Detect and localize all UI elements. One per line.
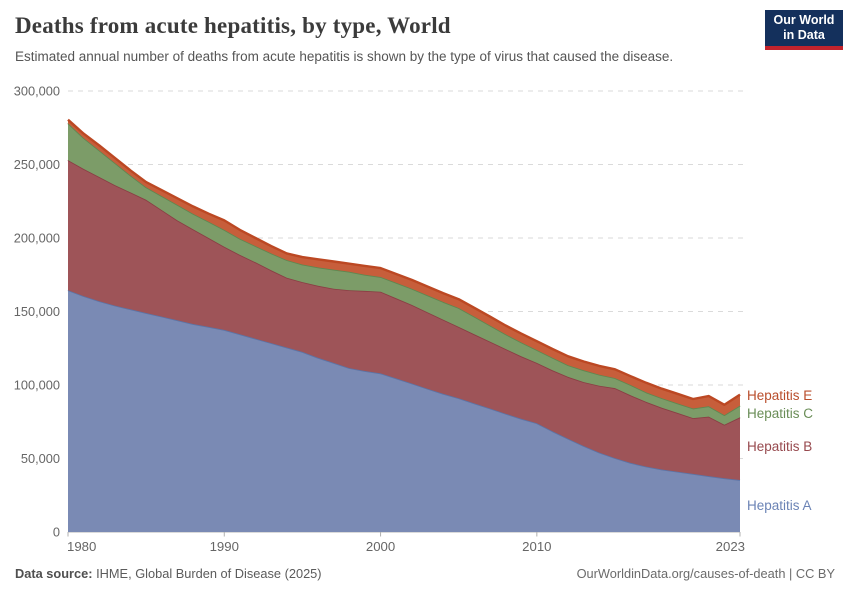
owid-logo[interactable]: Our World in Data: [765, 10, 843, 50]
y-tick-label: 150,000: [14, 304, 60, 319]
owid-url-link[interactable]: OurWorldinData.org/causes-of-death: [576, 566, 786, 581]
page-subtitle: Estimated annual number of deaths from a…: [15, 49, 674, 64]
x-tick-label: 2023: [716, 539, 745, 554]
x-tick-label: 1980: [67, 539, 96, 554]
y-tick-label: 0: [53, 525, 60, 540]
legend-label-hepatitis-c[interactable]: Hepatitis C: [747, 406, 814, 421]
series-line-hepatitis-e: [67, 118, 741, 406]
chart-footer: Data source: IHME, Global Burden of Dise…: [15, 566, 835, 581]
chart-header: Deaths from acute hepatitis, by type, Wo…: [15, 12, 835, 65]
x-tick-label: 2000: [366, 539, 395, 554]
series-line-hepatitis-b: [67, 159, 741, 426]
y-tick-label: 50,000: [21, 451, 60, 466]
footer-links: OurWorldinData.org/causes-of-death | CC …: [577, 566, 835, 581]
y-tick-label: 200,000: [14, 231, 60, 246]
data-source-note: Data source: IHME, Global Burden of Dise…: [15, 566, 322, 581]
data-source-label: Data source:: [15, 566, 93, 581]
area-hepatitis-a[interactable]: [68, 290, 740, 532]
data-source-text: IHME, Global Burden of Disease (2025): [92, 566, 322, 581]
y-tick-label: 250,000: [14, 157, 60, 172]
area-hepatitis-b[interactable]: [68, 160, 740, 480]
x-tick-label: 2010: [522, 539, 551, 554]
owid-logo-line1: Our World: [773, 13, 835, 27]
legend-label-hepatitis-a[interactable]: Hepatitis A: [747, 498, 812, 513]
license-link[interactable]: CC BY: [795, 566, 835, 581]
y-tick-label: 300,000: [14, 84, 60, 99]
footer-separator: |: [785, 566, 796, 581]
x-tick-label: 1990: [210, 539, 239, 554]
legend-label-hepatitis-e[interactable]: Hepatitis E: [747, 388, 813, 403]
y-tick-label: 100,000: [14, 378, 60, 393]
owid-logo-line2: in Data: [783, 28, 825, 42]
legend-label-hepatitis-b[interactable]: Hepatitis B: [747, 439, 813, 454]
page-title: Deaths from acute hepatitis, by type, Wo…: [15, 13, 451, 38]
